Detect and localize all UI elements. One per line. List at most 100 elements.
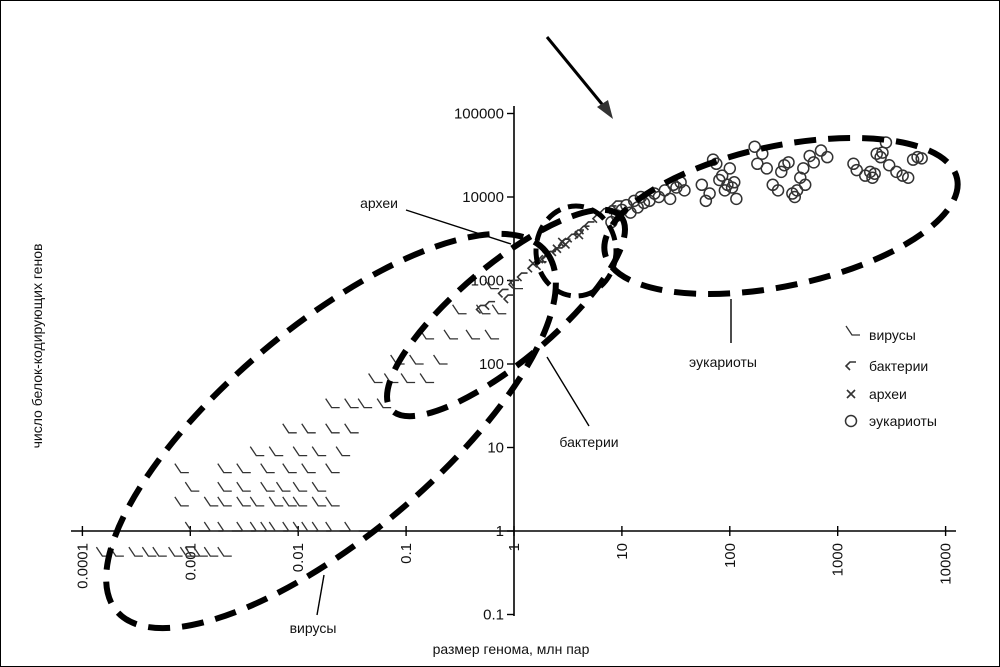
data-point [268, 446, 284, 457]
data-point [730, 192, 743, 206]
data-point [890, 165, 903, 179]
data-point [174, 463, 189, 474]
data-point [325, 398, 340, 409]
x-tick-label: 10 [614, 543, 631, 560]
data-point [292, 521, 308, 532]
data-point [820, 150, 834, 164]
data-point [325, 521, 340, 532]
data-point [376, 398, 392, 409]
data-point [236, 521, 251, 532]
legend-marker-icon [845, 325, 860, 336]
data-point [282, 496, 297, 507]
data-point [879, 136, 893, 149]
y-tick-label: 1 [496, 523, 504, 540]
data-point [275, 481, 291, 492]
virus-leader [316, 574, 325, 616]
data-point [748, 140, 761, 153]
data-point [203, 521, 219, 532]
data-point [409, 354, 424, 365]
data-point [260, 463, 275, 474]
data-point [311, 496, 327, 507]
legend: вирусы бактерии археи эукариоты [844, 325, 937, 429]
x-tick-label: 1000 [830, 543, 847, 576]
data-point [292, 446, 308, 457]
eukaryote-ellipse [601, 134, 961, 298]
data-point [282, 521, 297, 532]
data-point [249, 496, 265, 507]
data-point [782, 156, 795, 169]
y-tick-label: 0.1 [483, 607, 504, 624]
data-point [502, 294, 515, 304]
legend-label: бактерии [869, 358, 928, 374]
data-point [560, 239, 571, 250]
data-point [344, 423, 359, 434]
arrow-head-icon [597, 100, 613, 119]
data-point [249, 521, 265, 532]
data-point [311, 481, 327, 492]
group-ellipses [103, 134, 961, 632]
legend-marker-icon [846, 389, 856, 399]
data-point [610, 200, 622, 210]
data-point [184, 521, 200, 532]
bacteria-label: бактерии [559, 434, 618, 450]
data-point [699, 194, 713, 208]
data-point [915, 152, 928, 165]
data-point [484, 329, 500, 340]
virus-label: вирусы [290, 620, 337, 636]
data-point [847, 157, 860, 171]
data-point [723, 162, 737, 175]
data-point [550, 247, 562, 257]
data-point [128, 546, 143, 557]
data-point [465, 329, 481, 340]
data-point [452, 304, 467, 315]
data-point [868, 167, 881, 180]
data-point [249, 446, 265, 457]
data-point [217, 463, 232, 474]
y-tick-label: 1000 [471, 273, 504, 290]
x-tick-label: 0.001 [182, 543, 199, 581]
y-axis-label: число белок-кодирующих генов [29, 244, 45, 449]
data-point [217, 546, 232, 557]
legend-item: археи [846, 386, 907, 402]
data-point [141, 546, 157, 557]
data-point [433, 354, 448, 365]
data-point [335, 446, 351, 457]
legend-label: эукариоты [869, 413, 937, 429]
data-point [292, 496, 308, 507]
legend-item: вирусы [845, 325, 916, 343]
data-point [217, 521, 232, 532]
data-point [775, 165, 788, 179]
data-point [771, 184, 785, 197]
data-point [260, 521, 275, 532]
data-point [203, 496, 219, 507]
data-point [193, 546, 208, 557]
x-tick-label: 0.01 [290, 543, 307, 572]
data-point [236, 481, 251, 492]
data-point [574, 230, 584, 240]
data-points [95, 136, 928, 557]
data-point [491, 304, 507, 315]
series-v-hook [95, 279, 523, 557]
archaea-ellipse [533, 203, 619, 299]
data-point [152, 546, 167, 557]
arrow-shaft [545, 36, 608, 110]
data-point [788, 190, 802, 204]
legend-label: вирусы [869, 327, 916, 343]
data-point [301, 521, 316, 532]
data-point [718, 184, 732, 197]
data-point [217, 481, 232, 492]
data-point [850, 163, 863, 177]
data-point [814, 144, 828, 157]
data-point [236, 496, 251, 507]
data-point [760, 162, 773, 175]
archaea-label: археи [360, 195, 398, 211]
legend-item: бактерии [844, 358, 928, 374]
data-point [798, 178, 812, 192]
data-point [507, 279, 519, 289]
y-tick-label: 100000 [454, 106, 504, 123]
data-point [282, 423, 297, 434]
y-tick-label: 10000 [462, 189, 504, 206]
data-point [728, 176, 741, 189]
legend-marker-icon [844, 414, 858, 428]
